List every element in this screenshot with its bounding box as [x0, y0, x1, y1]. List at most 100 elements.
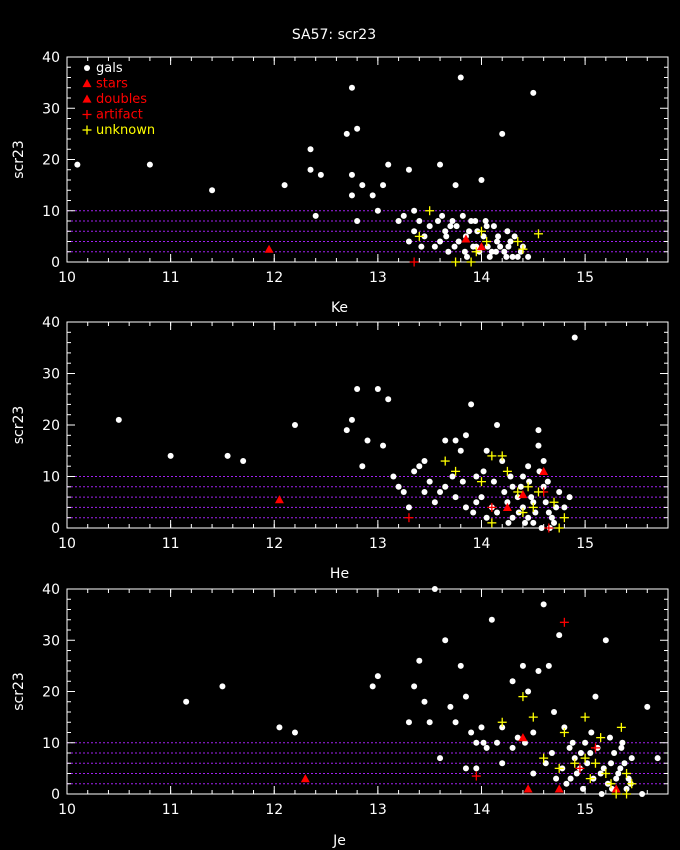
gals-point	[405, 719, 412, 726]
gals-point	[395, 218, 402, 224]
panel-1: 10 11 12 13 14 15010203040Kescr23galsstarsdou…	[11, 50, 669, 316]
y-tick-label: 20	[42, 153, 60, 169]
gals-point	[395, 483, 402, 490]
stars-point	[523, 784, 533, 793]
legend-label-gals: gals	[96, 61, 123, 76]
gals-point	[617, 765, 624, 772]
gals-point	[598, 791, 605, 797]
series-artifact	[471, 617, 600, 781]
gals-point	[451, 243, 458, 250]
gals-point	[466, 228, 473, 235]
gals-point	[418, 243, 425, 250]
unknown-point	[471, 247, 481, 257]
gals-point	[654, 755, 661, 762]
gals-point	[563, 780, 570, 787]
series-gals	[74, 74, 537, 260]
series-gals	[183, 586, 661, 797]
gals-point	[359, 463, 366, 470]
artifact-point	[590, 743, 600, 753]
gals-point	[437, 238, 444, 245]
gals-point	[588, 729, 595, 736]
gals-point	[494, 422, 501, 428]
gals-point	[483, 514, 490, 521]
legend-label-stars: stars	[96, 77, 128, 92]
x-tick-label: 12	[265, 802, 283, 818]
y-axis-label: scr23	[11, 406, 27, 445]
x-axis-label: He	[330, 566, 349, 582]
gals-point	[490, 223, 497, 230]
stars-point	[274, 495, 284, 504]
unknown-point	[622, 769, 632, 778]
gals-point	[505, 243, 512, 250]
unknown-point	[559, 513, 569, 523]
gals-point	[380, 442, 387, 449]
legend-marker-unknown	[82, 125, 92, 135]
y-tick-label: 10	[42, 204, 60, 220]
x-tick-label: 11	[162, 802, 180, 818]
gals-point	[535, 442, 542, 449]
gals-point	[426, 719, 433, 726]
unknown-point	[518, 244, 528, 254]
unknown-point	[513, 237, 523, 246]
gals-point	[525, 463, 532, 470]
gals-point	[571, 334, 578, 341]
gals-point	[354, 218, 361, 224]
gals-point	[452, 494, 459, 501]
unknown-point	[476, 226, 486, 236]
x-tick-label: 13	[369, 536, 387, 552]
gals-point	[561, 724, 568, 731]
gals-point	[561, 504, 568, 511]
gals-point	[224, 452, 231, 459]
gals-point	[545, 662, 552, 669]
unknown-point	[596, 733, 606, 743]
gals-point	[431, 243, 438, 250]
gals-point	[507, 238, 514, 245]
gals-point	[488, 616, 495, 623]
gals-point	[470, 509, 477, 516]
gals-point	[525, 253, 532, 260]
gals-point	[548, 750, 555, 756]
unknown-point	[502, 466, 512, 476]
gals-point	[511, 233, 518, 240]
series-unknown	[414, 206, 543, 267]
gals-point	[483, 223, 490, 230]
legend-marker-artifact	[82, 110, 92, 119]
artifact-point	[409, 257, 419, 267]
gals-point	[566, 494, 573, 501]
gals-point	[519, 662, 526, 669]
stars-point	[502, 502, 512, 511]
gals-point	[592, 693, 599, 700]
gals-point	[457, 662, 464, 669]
stars-point	[539, 466, 549, 475]
gals-point	[462, 504, 469, 511]
gals-point	[528, 494, 535, 501]
unknown-point	[482, 237, 492, 246]
stars-point	[518, 490, 528, 499]
series-gals	[115, 334, 578, 531]
gals-point	[501, 248, 508, 255]
unknown-point	[533, 487, 543, 497]
gals-point	[519, 473, 526, 480]
y-tick-label: 30	[42, 633, 60, 649]
gals-point	[348, 192, 355, 199]
gals-point	[468, 729, 475, 736]
gals-point	[619, 739, 626, 746]
x-tick-label: 13	[369, 270, 387, 286]
gals-point	[359, 182, 366, 189]
gals-point	[421, 698, 428, 705]
gals-point	[535, 668, 542, 674]
gals-point	[426, 478, 433, 485]
unknown-point	[606, 779, 616, 789]
artifact-point	[487, 502, 497, 512]
gals-point	[540, 458, 547, 465]
gals-point	[544, 478, 551, 485]
gals-point	[530, 519, 537, 526]
gals-point	[374, 673, 381, 680]
gals-point	[495, 233, 502, 240]
gals-point	[445, 248, 452, 255]
gals-point	[483, 744, 490, 751]
gals-point	[504, 499, 511, 506]
gals-point	[509, 253, 516, 260]
gals-point	[442, 483, 449, 490]
